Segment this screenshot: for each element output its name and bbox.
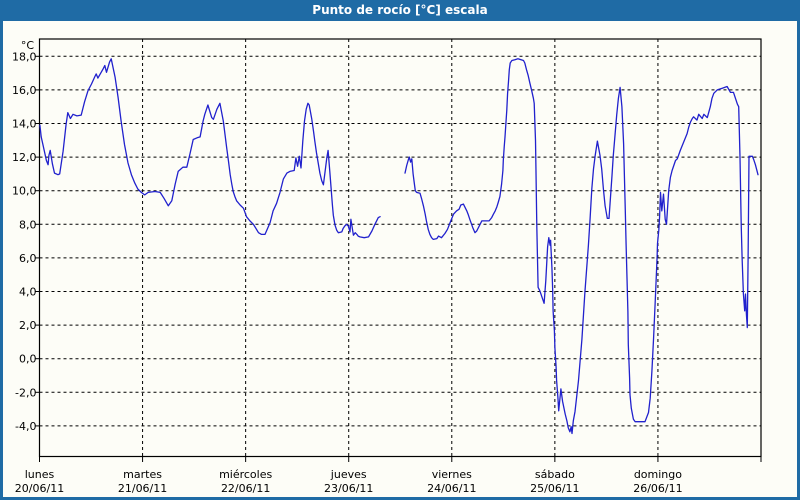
- x-date-label: 21/06/11: [118, 482, 167, 495]
- y-tick-label: 18,0: [12, 50, 37, 63]
- y-tick-label: 12,0: [12, 151, 37, 164]
- y-tick-label: 0,0: [19, 353, 37, 366]
- y-tick-label: -2,0: [15, 386, 36, 399]
- x-date-label: 20/06/11: [15, 482, 64, 495]
- x-day-label: sábado: [535, 468, 575, 481]
- x-date-label: 24/06/11: [427, 482, 476, 495]
- x-day-label: miércoles: [219, 468, 272, 481]
- y-tick-label: 16,0: [12, 84, 37, 97]
- y-tick-label: 14,0: [12, 118, 37, 131]
- y-tick-label: -4,0: [15, 420, 36, 433]
- x-day-label: jueves: [330, 468, 367, 481]
- y-tick-label: 8,0: [19, 218, 37, 231]
- window-title: Punto de rocío [°C] escala: [0, 0, 800, 21]
- y-tick-label: 10,0: [12, 185, 37, 198]
- dewpoint-line: [39, 58, 381, 239]
- y-tick-label: 4,0: [19, 286, 37, 299]
- x-day-label: martes: [123, 468, 162, 481]
- y-tick-label: 2,0: [19, 319, 37, 332]
- x-date-label: 23/06/11: [324, 482, 373, 495]
- x-date-label: 25/06/11: [530, 482, 579, 495]
- y-axis-unit-label: °C: [21, 39, 35, 52]
- chart-canvas: [3, 21, 797, 497]
- dewpoint-line: [404, 58, 759, 435]
- x-date-label: 26/06/11: [633, 482, 682, 495]
- x-day-label: viernes: [432, 468, 472, 481]
- x-date-label: 22/06/11: [221, 482, 270, 495]
- x-day-label: lunes: [25, 468, 55, 481]
- plot-border: [38, 38, 762, 458]
- x-day-label: domingo: [634, 468, 682, 481]
- y-tick-label: 6,0: [19, 252, 37, 265]
